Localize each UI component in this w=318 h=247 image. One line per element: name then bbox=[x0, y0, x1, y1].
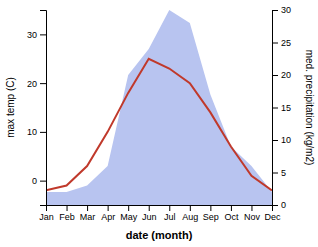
tick: 30 bbox=[27, 30, 46, 40]
tick: 15 bbox=[272, 103, 291, 113]
tick-mark bbox=[272, 205, 278, 206]
tick-label: Jul bbox=[164, 212, 176, 222]
tick-mark bbox=[40, 181, 46, 182]
tick: May bbox=[120, 205, 138, 222]
x-axis-title: date (month) bbox=[126, 229, 193, 241]
tick-label: Jun bbox=[142, 212, 157, 222]
tick-mark bbox=[190, 205, 191, 211]
tick-label: Dec bbox=[264, 212, 281, 222]
tick-mark bbox=[40, 132, 46, 133]
tick: 10 bbox=[27, 127, 46, 137]
plot-area: JanFebMarAprMayJunJulAugSepOctNovDec0102… bbox=[5, 5, 315, 241]
tick-label: 20 bbox=[281, 70, 291, 80]
y-axis-title: max temp (C) bbox=[5, 77, 16, 138]
tick-label: 20 bbox=[27, 79, 37, 89]
tick-mark bbox=[67, 205, 68, 211]
tick: 5 bbox=[272, 168, 286, 178]
tick: Apr bbox=[101, 205, 115, 222]
marks bbox=[46, 10, 272, 205]
tick-label: Apr bbox=[101, 212, 115, 222]
tick: 0 bbox=[32, 176, 46, 186]
y-axis: 0 10 20 30 bbox=[27, 11, 47, 206]
tick: Aug bbox=[182, 205, 198, 222]
tick-mark bbox=[272, 10, 278, 11]
tick-mark bbox=[128, 205, 129, 211]
tick-label: 30 bbox=[281, 5, 291, 15]
precipitation-area bbox=[46, 10, 272, 205]
tick-label: 0 bbox=[32, 176, 37, 186]
tick: Jan bbox=[39, 205, 54, 222]
tick-mark bbox=[169, 205, 170, 211]
tick: Dec bbox=[264, 205, 281, 222]
tick-label: May bbox=[120, 212, 138, 222]
axis-line bbox=[40, 11, 47, 206]
tick-mark bbox=[231, 205, 232, 211]
tick: 25 bbox=[272, 38, 291, 48]
tick-mark bbox=[272, 108, 278, 109]
tick-label: 30 bbox=[27, 30, 37, 40]
x-axis: Jan Feb Mar Apr May Jun Jul Aug Sep Oct NovDec bbox=[39, 205, 281, 222]
tick-mark bbox=[272, 43, 278, 44]
tick-label: Jan bbox=[39, 212, 54, 222]
tick: Feb bbox=[59, 205, 75, 222]
y2-axis-title: med. precipitation (kg/m2) bbox=[304, 50, 315, 166]
tick-label: 10 bbox=[27, 127, 37, 137]
tick-label: 25 bbox=[281, 38, 291, 48]
temperature-line bbox=[46, 59, 272, 191]
tick: Oct bbox=[224, 205, 239, 222]
tick-label: Nov bbox=[244, 212, 261, 222]
tick: Nov bbox=[244, 205, 261, 222]
tick-mark bbox=[40, 83, 46, 84]
tick-mark bbox=[149, 205, 150, 211]
tick-mark bbox=[210, 205, 211, 211]
tick-mark bbox=[272, 173, 278, 174]
tick-label: 15 bbox=[281, 103, 291, 113]
tick-mark bbox=[272, 75, 278, 76]
tick: 20 bbox=[27, 79, 46, 89]
tick-mark bbox=[87, 205, 88, 211]
tick-mark bbox=[272, 140, 278, 141]
tick-label: Aug bbox=[182, 212, 198, 222]
tick-label: Mar bbox=[80, 212, 96, 222]
tick-label: Oct bbox=[224, 212, 239, 222]
tick: 30 bbox=[272, 5, 291, 15]
axis-line bbox=[47, 206, 273, 212]
axis-line bbox=[273, 11, 279, 206]
tick: Mar bbox=[80, 205, 96, 222]
tick: 0 bbox=[272, 200, 286, 210]
tick: 10 bbox=[272, 135, 291, 145]
tick: Jul bbox=[164, 205, 176, 222]
tick: Jun bbox=[142, 205, 157, 222]
tick: Sep bbox=[203, 205, 219, 222]
tick-label: 5 bbox=[281, 168, 286, 178]
tick-mark bbox=[251, 205, 252, 211]
chart: JanFebMarAprMayJunJulAugSepOctNovDec0102… bbox=[0, 0, 318, 247]
tick-label: Sep bbox=[203, 212, 219, 222]
tick-label: 0 bbox=[281, 200, 286, 210]
tick-label: 10 bbox=[281, 135, 291, 145]
tick-mark bbox=[108, 205, 109, 211]
tick-label: Feb bbox=[59, 212, 75, 222]
y2-axis: 0 5 10 15 20 25 30 bbox=[272, 5, 291, 210]
tick-mark bbox=[40, 34, 46, 35]
tick: 20 bbox=[272, 70, 291, 80]
